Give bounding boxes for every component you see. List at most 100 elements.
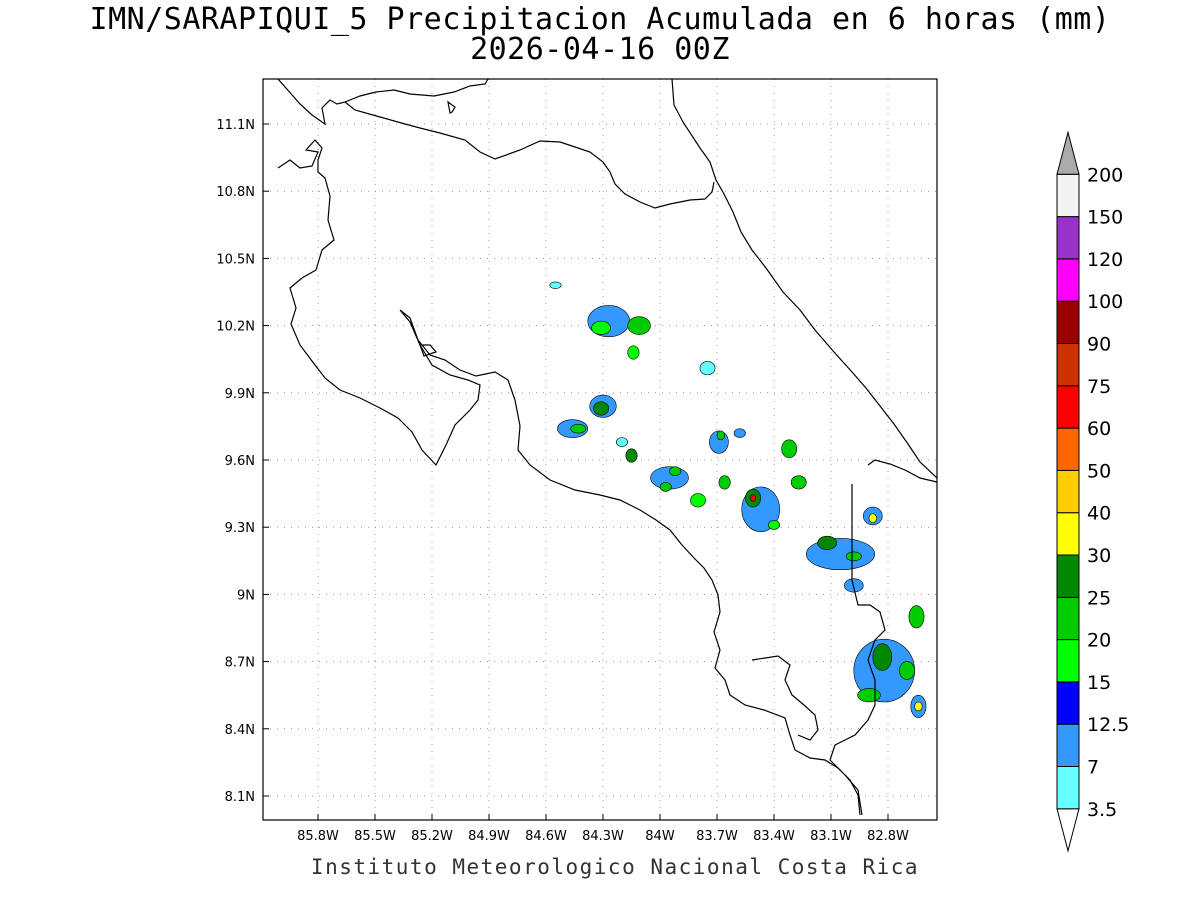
legend-label: 20 bbox=[1087, 630, 1111, 652]
legend-label: 25 bbox=[1087, 587, 1111, 609]
lon-tick-label: 83.7W bbox=[696, 829, 738, 844]
precip-cell bbox=[690, 493, 706, 508]
legend-label: 150 bbox=[1087, 207, 1123, 229]
legend-label: 7 bbox=[1087, 757, 1099, 779]
precip-cell bbox=[805, 538, 875, 571]
legend-swatch bbox=[1056, 300, 1080, 345]
footer-credit: Instituto Meteorologico Nacional Costa R… bbox=[310, 855, 920, 879]
legend-label: 12.5 bbox=[1087, 714, 1129, 736]
legend-swatch bbox=[1056, 343, 1080, 387]
lat-tick-label: 8.1N bbox=[225, 790, 255, 805]
precip-cell bbox=[857, 688, 881, 703]
gulf-island bbox=[419, 344, 438, 357]
legend-swatch bbox=[1056, 385, 1080, 429]
precip-cell bbox=[625, 448, 638, 463]
precip-cell bbox=[570, 423, 587, 434]
legend-label: 3.5 bbox=[1087, 799, 1117, 821]
legend-label: 90 bbox=[1087, 334, 1111, 356]
legend-swatch bbox=[1056, 596, 1080, 641]
precip-cell bbox=[615, 437, 628, 447]
latitude-axis: 11.1N 10.8N 10.5N 10.2N 9.9N 9.6N 9.3N 9N 8.7N 8.… bbox=[216, 118, 269, 805]
precip-cell bbox=[845, 551, 862, 562]
panama-border bbox=[829, 484, 886, 816]
legend-swatch bbox=[1056, 512, 1080, 556]
legend-swatch bbox=[1056, 216, 1080, 260]
osa-peninsula bbox=[751, 655, 819, 741]
lon-tick-label: 84.6W bbox=[525, 829, 567, 844]
legend-swatch bbox=[1056, 258, 1080, 302]
precip-cell bbox=[627, 316, 651, 335]
legend-label: 40 bbox=[1087, 503, 1111, 525]
lon-tick-label: 85.2W bbox=[411, 829, 453, 844]
lon-tick-label: 84.3W bbox=[582, 829, 624, 844]
legend-label: 60 bbox=[1087, 418, 1111, 440]
precip-cell bbox=[549, 281, 562, 289]
precip-cell bbox=[872, 643, 893, 671]
legend-swatch bbox=[1056, 723, 1080, 768]
map-title: IMN/SARAPIQUI_5 Precipitacion Acumulada … bbox=[89, 2, 1111, 37]
legend-swatch bbox=[1056, 681, 1080, 725]
precip-cell bbox=[868, 513, 877, 524]
color-legend: 3.5 7 12.5 15 20 25 30 40 50 60 75 90 100 120 150 200 bbox=[1056, 130, 1129, 853]
legend-swatch bbox=[1056, 469, 1080, 514]
precip-cell bbox=[718, 475, 731, 490]
lat-tick-label: 9.3N bbox=[225, 521, 255, 536]
precip-cell bbox=[733, 428, 746, 438]
precip-cell bbox=[669, 466, 682, 476]
map-background bbox=[263, 79, 937, 820]
legend-label: 50 bbox=[1087, 460, 1111, 482]
panama-coast bbox=[867, 459, 937, 483]
precip-cell bbox=[749, 494, 757, 502]
legend-label: 15 bbox=[1087, 672, 1111, 694]
map-frame bbox=[262, 78, 938, 821]
island-outline bbox=[447, 100, 456, 114]
coastlines bbox=[277, 79, 937, 816]
legend-swatch bbox=[1056, 766, 1080, 810]
precip-cell bbox=[899, 661, 915, 680]
legend-label: 30 bbox=[1087, 545, 1111, 567]
precip-cell bbox=[914, 701, 923, 712]
precip-cell bbox=[593, 401, 609, 416]
legend-label: 200 bbox=[1087, 164, 1123, 186]
lon-tick-label: 84.9W bbox=[468, 829, 510, 844]
precip-cell bbox=[591, 320, 611, 335]
longitude-axis: 85.8W 85.5W 85.2W 84.9W 84.6W 84.3W 84W 83.7W 83… bbox=[297, 814, 909, 844]
lat-tick-label: 11.1N bbox=[216, 118, 255, 133]
lake-coast bbox=[344, 79, 489, 103]
precip-cell bbox=[908, 605, 925, 629]
caribbean-coast bbox=[671, 79, 937, 479]
precip-cell bbox=[627, 345, 640, 360]
lat-tick-label: 9N bbox=[237, 588, 255, 603]
legend-label: 100 bbox=[1087, 291, 1123, 313]
legend-upper-arrow bbox=[1056, 130, 1080, 175]
lon-tick-label: 83.1W bbox=[810, 829, 852, 844]
lat-tick-label: 10.5N bbox=[216, 252, 255, 267]
lon-tick-label: 83.4W bbox=[753, 829, 795, 844]
precip-cell bbox=[790, 475, 807, 490]
legend-lower-arrow bbox=[1056, 808, 1080, 853]
legend-label: 75 bbox=[1087, 376, 1111, 398]
lat-tick-label: 8.4N bbox=[225, 723, 255, 738]
precip-cell bbox=[699, 361, 716, 376]
legend-label: 120 bbox=[1087, 249, 1123, 271]
lon-tick-label: 82.8W bbox=[867, 829, 909, 844]
precipitation-field bbox=[549, 281, 927, 718]
legend-swatch bbox=[1056, 427, 1080, 471]
precip-cell bbox=[817, 535, 838, 550]
precip-cell bbox=[659, 482, 672, 492]
lon-tick-label: 84W bbox=[645, 829, 675, 844]
legend-swatch bbox=[1056, 554, 1080, 598]
legend-swatch bbox=[1056, 639, 1080, 683]
precip-cell bbox=[767, 520, 780, 530]
lat-tick-label: 10.8N bbox=[216, 185, 255, 200]
lon-tick-label: 85.8W bbox=[297, 829, 339, 844]
lat-tick-label: 10.2N bbox=[216, 320, 255, 335]
precip-cell bbox=[716, 430, 725, 441]
map-subtitle: 2026-04-16 00Z bbox=[470, 32, 730, 67]
lat-tick-label: 8.7N bbox=[225, 656, 255, 671]
legend-swatch bbox=[1056, 173, 1080, 218]
lat-tick-label: 9.9N bbox=[225, 387, 255, 402]
nicaragua-border bbox=[277, 79, 715, 209]
lat-tick-label: 9.6N bbox=[225, 454, 255, 469]
